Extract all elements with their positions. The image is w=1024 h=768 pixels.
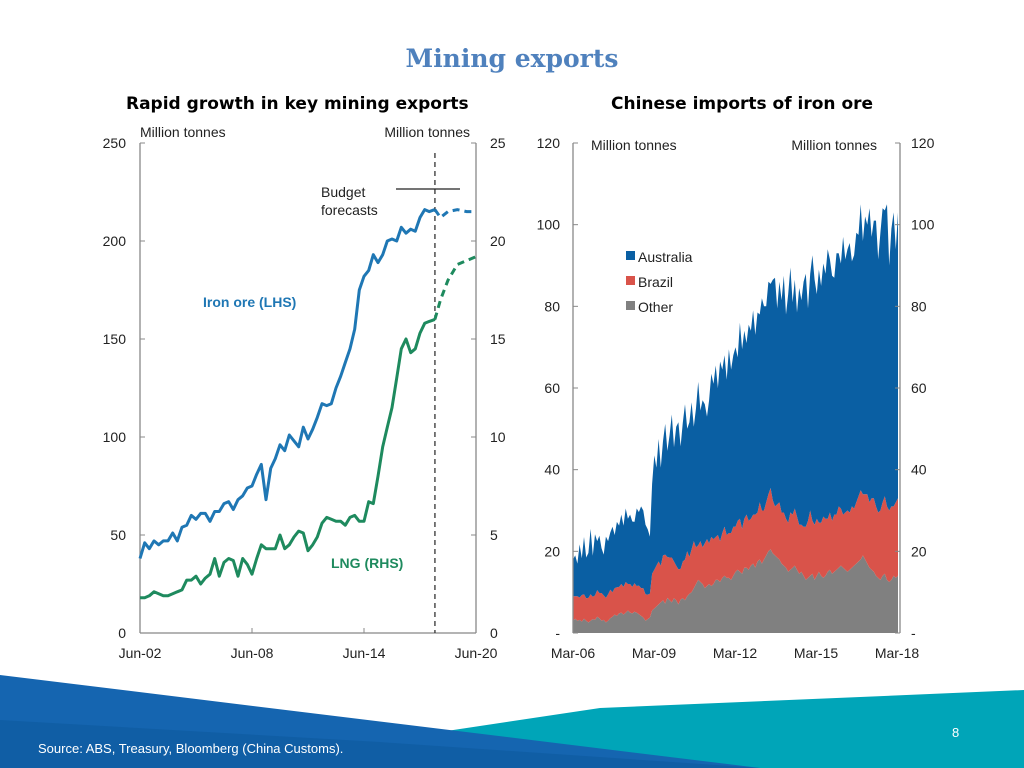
lng-label: LNG (RHS) xyxy=(331,555,403,571)
y-tick-label-left: 150 xyxy=(103,331,127,347)
y-tick-label-right: 80 xyxy=(911,298,927,314)
y-tick-label-left: 60 xyxy=(544,380,560,396)
footer-band xyxy=(0,675,1024,768)
slide-title: Mining exports xyxy=(405,44,619,73)
left-ylabel-right: Million tonnes xyxy=(384,124,470,140)
y-tick-label-left: 100 xyxy=(537,217,561,233)
y-tick-label-right: 20 xyxy=(490,233,506,249)
x-tick-label: Mar-06 xyxy=(551,645,596,661)
y-tick-label-right: 0 xyxy=(490,625,498,641)
budget-forecasts-label: Budget forecasts xyxy=(321,184,378,218)
budget-forecasts-line1: Budget xyxy=(321,184,365,200)
y-tick-label-left: 80 xyxy=(544,298,560,314)
legend-swatch-australia xyxy=(626,251,635,260)
forecast-line-iron-ore-lhs- xyxy=(433,208,476,220)
x-tick-label: Mar-09 xyxy=(632,645,677,661)
y-tick-label-left: 20 xyxy=(544,543,560,559)
y-tick-label-right: 20 xyxy=(911,543,927,559)
series-line-iron-ore-lhs- xyxy=(138,208,436,559)
y-tick-label-right: 100 xyxy=(911,217,935,233)
y-tick-label-left: 0 xyxy=(118,625,126,641)
iron-ore-label: Iron ore (LHS) xyxy=(203,294,296,310)
y-tick-label-left: 100 xyxy=(103,429,127,445)
area-australia xyxy=(573,204,898,599)
x-tick-label: Mar-15 xyxy=(794,645,839,661)
x-tick-label: Jun-14 xyxy=(343,645,386,661)
footer-blue-shade xyxy=(0,720,760,768)
legend-swatch-brazil xyxy=(626,276,635,285)
y-tick-label-left: 120 xyxy=(537,135,561,151)
source-note: Source: ABS, Treasury, Bloomberg (China … xyxy=(38,741,344,756)
y-tick-label-left: 200 xyxy=(103,233,127,249)
y-tick-label-right: 10 xyxy=(490,429,506,445)
left-chart-title: Rapid growth in key mining exports xyxy=(126,94,469,114)
y-tick-label-right: 25 xyxy=(490,135,506,151)
y-tick-label-left: 250 xyxy=(103,135,127,151)
left-ylabel-left: Million tonnes xyxy=(140,124,226,140)
x-tick-label: Mar-12 xyxy=(713,645,758,661)
right-ylabel-right: Million tonnes xyxy=(791,137,877,153)
forecast-line-lng-rhs- xyxy=(433,255,477,320)
area-other xyxy=(573,549,898,633)
y-tick-label-right: 5 xyxy=(490,527,498,543)
y-tick-label-right: 60 xyxy=(911,380,927,396)
y-tick-label-left: 40 xyxy=(544,462,560,478)
y-tick-label-right: 40 xyxy=(911,462,927,478)
legend-swatch-other xyxy=(626,301,635,310)
right-chart-title: Chinese imports of iron ore xyxy=(611,94,874,114)
series-line-lng-rhs- xyxy=(140,317,436,600)
y-tick-label-right: 120 xyxy=(911,135,935,151)
y-tick-label-left: 50 xyxy=(110,527,126,543)
legend-label-other: Other xyxy=(638,299,673,315)
budget-forecasts-line2: forecasts xyxy=(321,202,378,218)
y-tick-label-right: - xyxy=(911,625,916,641)
x-tick-label: Jun-02 xyxy=(119,645,162,661)
y-tick-label-right: 15 xyxy=(490,331,506,347)
page-number: 8 xyxy=(952,725,960,740)
right-ylabel-left: Million tonnes xyxy=(591,137,677,153)
x-tick-label: Mar-18 xyxy=(875,645,920,661)
legend: Australia Brazil Other xyxy=(626,249,693,315)
legend-label-brazil: Brazil xyxy=(638,274,673,290)
x-tick-label: Jun-20 xyxy=(455,645,498,661)
y-tick-label-left: - xyxy=(555,625,560,641)
area-brazil xyxy=(573,488,898,623)
x-tick-label: Jun-08 xyxy=(231,645,274,661)
legend-label-australia: Australia xyxy=(638,249,693,265)
